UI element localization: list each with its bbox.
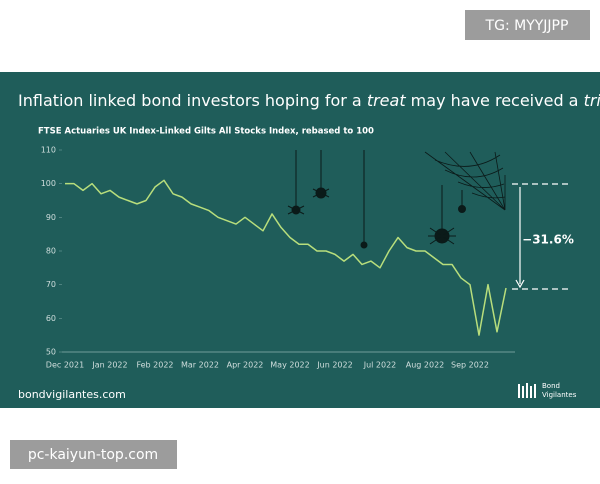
y-tick-label: 110 (41, 146, 56, 155)
annotation: −31.6% (522, 233, 574, 247)
y-tick-label: 90 (46, 213, 56, 222)
y-tick-label: 70 (46, 280, 56, 289)
x-tick-label: Mar 2022 (181, 361, 219, 370)
chart-subtitle: FTSE Actuaries UK Index-Linked Gilts All… (38, 127, 374, 137)
chart-panel (0, 72, 600, 408)
x-tick-label: Jun 2022 (316, 361, 352, 370)
x-tick-label: Feb 2022 (136, 361, 173, 370)
annotation-lines (512, 183, 568, 290)
logo-icon (518, 383, 536, 398)
x-tick-label: May 2022 (270, 361, 309, 370)
y-tick-label: 60 (46, 314, 56, 323)
watermark-box (465, 10, 590, 40)
y-tick-label: 80 (46, 247, 56, 256)
watermark: pc-kaiyun-top.com (28, 447, 158, 463)
title-part: may have received a (406, 91, 584, 110)
title-part: Inflation linked bond investors hoping f… (18, 91, 367, 110)
x-tick-label: Jul 2022 (363, 361, 397, 370)
watermark: TG: MYYJJPP (485, 18, 569, 34)
x-tick-label: Apr 2022 (227, 361, 264, 370)
spider-web (424, 151, 506, 211)
logo-text: Bond (542, 382, 560, 390)
data-line (65, 179, 507, 336)
x-tick-label: Jan 2022 (91, 361, 127, 370)
source: bondvigilantes.com (18, 388, 126, 401)
title-part: trick (584, 91, 600, 110)
chart-title: Inflation linked bond investors hoping f… (18, 91, 600, 110)
logo-text: Vigilantes (542, 391, 577, 399)
y-tick-label: 100 (41, 179, 56, 188)
y-tick-label: 50 (46, 348, 56, 357)
watermark-box (10, 440, 177, 469)
x-tick-label: Sep 2022 (451, 361, 489, 370)
spiders (287, 150, 466, 249)
title-part: treat (367, 91, 407, 110)
x-tick-label: Dec 2021 (46, 361, 84, 370)
x-tick-label: Aug 2022 (406, 361, 445, 370)
